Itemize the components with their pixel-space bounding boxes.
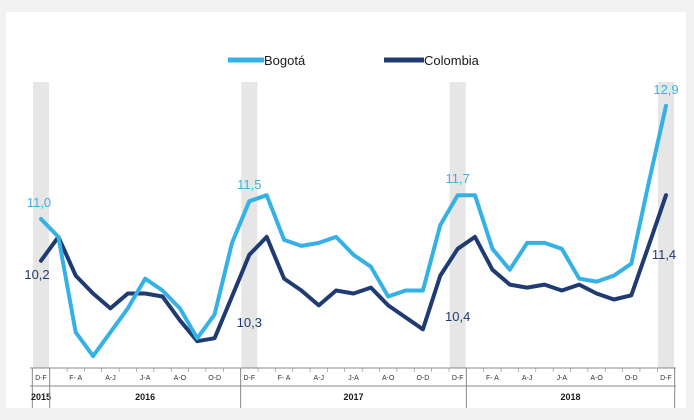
x-tick-label: A-J (314, 375, 325, 382)
year-label: 2016 (135, 392, 155, 402)
x-tick-label: J-A (348, 375, 359, 382)
x-tick-label: A-J (105, 375, 116, 382)
year-label: 2017 (343, 392, 363, 402)
x-tick-label: O-D (208, 375, 221, 382)
x-tick-label: A-O (382, 375, 395, 382)
x-tick-label: A-J (522, 375, 533, 382)
data-label-colombia: 11,4 (652, 247, 676, 262)
x-tick-label: D-F (452, 375, 464, 382)
x-tick-label: D-F (35, 375, 47, 382)
data-label-bogota: 11,0 (27, 195, 51, 210)
data-label-bogota: 11,5 (237, 177, 261, 192)
legend-label-bogota: Bogotá (264, 53, 306, 68)
highlight-band (33, 82, 49, 368)
x-tick-label: J-A (140, 375, 151, 382)
series-line-bogota (39, 103, 668, 359)
line-chart: D-F F- A A-J J-A A-O O-D D-F F- A A-J J-A A-O O-D D-… (24, 53, 679, 408)
data-label-bogota: 12,9 (653, 82, 678, 97)
highlight-band (449, 82, 466, 368)
x-axis: D-F F- A A-J J-A A-O O-D D-F F- A A-J J-A A-O O-D D-… (30, 367, 676, 408)
series-lines (39, 103, 668, 359)
legend-label-colombia: Colombia (424, 53, 480, 68)
highlight-bands (33, 82, 674, 368)
x-tick-label: O-D (417, 375, 430, 382)
data-labels: 11,0 11,5 11,7 12,9 10,2 10,3 10,4 11,4 (24, 82, 678, 330)
x-tick-label: J-A (557, 375, 568, 382)
x-tick-label: A-O (590, 375, 603, 382)
chart-card: D-F F- A A-J J-A A-O O-D D-F F- A A-J J-A A-O O-D D-… (6, 12, 686, 408)
highlight-band (241, 82, 258, 368)
data-label-colombia: 10,2 (24, 267, 49, 282)
x-tick-label: A-O (174, 375, 187, 382)
year-label: 2015 (31, 392, 51, 402)
data-label-bogota: 11,7 (445, 171, 469, 186)
data-label-colombia: 10,4 (445, 309, 470, 324)
x-tick-label: D-F (243, 375, 255, 382)
x-tick-label: O-D (625, 375, 638, 382)
data-label-colombia: 10,3 (237, 315, 262, 330)
year-label: 2018 (560, 392, 580, 402)
series-line-colombia (39, 193, 668, 344)
legend: Bogotá Colombia (228, 53, 480, 68)
highlight-band (658, 82, 674, 368)
x-tick-label: F- A (69, 375, 82, 382)
x-tick-label: F- A (486, 375, 499, 382)
x-tick-label: F- A (278, 375, 291, 382)
x-tick-label: D-F (660, 375, 672, 382)
